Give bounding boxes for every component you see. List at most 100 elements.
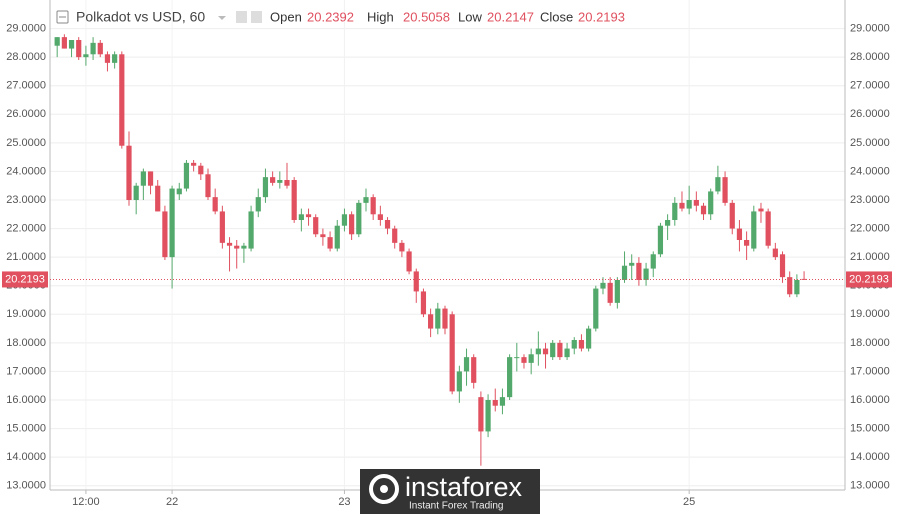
price-tag-bg (2, 271, 48, 288)
watermark-tagline: Instant Forex Trading (409, 501, 504, 512)
candle-body (636, 262, 642, 280)
candle-body (765, 211, 771, 246)
candle-body (657, 225, 664, 255)
candle-body (650, 254, 656, 269)
y-tick-label: 26.0000 (6, 108, 46, 120)
candle-body (571, 340, 577, 349)
open-label: Open (270, 9, 302, 24)
y-tick-label: 24.0000 (850, 165, 890, 177)
candle-body (507, 357, 513, 398)
candle-body (262, 177, 269, 198)
y-tick-label: 18.0000 (6, 337, 46, 349)
candle-body (614, 280, 620, 303)
candle-body (349, 214, 355, 235)
candle-body (104, 54, 111, 63)
y-tick-label: 19.0000 (850, 308, 890, 320)
candle-body (779, 254, 786, 278)
candle-body (413, 271, 419, 292)
candle-body (715, 177, 721, 192)
candle-body (521, 357, 527, 363)
candle-body (772, 248, 778, 258)
y-tick-label: 25.0000 (850, 137, 890, 149)
candle-body (126, 145, 132, 200)
candle-body (686, 200, 692, 209)
dropdown-icon[interactable] (218, 16, 226, 20)
x-tick-label: 25 (683, 496, 695, 508)
symbol-icon[interactable] (56, 10, 69, 24)
y-tick-label: 23.0000 (6, 194, 46, 206)
candle-body (693, 200, 699, 206)
candle-body (578, 340, 585, 349)
candle-body (665, 220, 671, 226)
candle-body (198, 165, 204, 175)
candle-body (478, 397, 484, 432)
header: Polkadot vs USD, 60 Open 20.2392 High 20… (56, 9, 625, 25)
chart-title: Polkadot vs USD, 60 (76, 9, 205, 25)
candle-body (291, 180, 297, 220)
price-tag-bg (846, 271, 892, 288)
candle-body (313, 217, 319, 235)
candle-body (428, 314, 434, 329)
price-tag: 20.2193 (849, 273, 889, 285)
y-tick-label: 27.0000 (6, 80, 46, 92)
candle-body (442, 308, 448, 329)
candle-body (643, 268, 649, 280)
candle-body (327, 237, 333, 249)
candle-body (133, 185, 139, 200)
candle-body (492, 400, 498, 406)
candle-body (514, 357, 520, 359)
candle-body (399, 242, 405, 252)
high-value: 20.5058 (403, 9, 450, 24)
candle-body (550, 342, 556, 358)
candle-body (435, 308, 441, 329)
candle-body (392, 228, 398, 243)
candle-body (600, 282, 606, 289)
watermark-brand: instaforex (405, 472, 523, 502)
y-tick-label: 14.0000 (6, 451, 46, 463)
candle-body (183, 162, 190, 189)
settings-icon[interactable] (236, 11, 247, 23)
candles (54, 34, 807, 466)
y-tick-label: 24.0000 (6, 165, 46, 177)
candle-body (334, 225, 340, 249)
candle-body (363, 197, 369, 203)
candle-body (801, 278, 807, 280)
y-tick-label: 28.0000 (850, 51, 890, 63)
candle-body (248, 211, 254, 249)
y-tick-label: 21.0000 (850, 251, 890, 263)
candle-body (384, 220, 391, 229)
high-label: High (367, 9, 394, 24)
candle-body (485, 400, 491, 432)
y-tick-label: 13.0000 (850, 480, 890, 492)
candle-body (593, 288, 599, 329)
x-tick-label: 23 (338, 496, 350, 508)
candle-body (234, 245, 240, 249)
y-tick-label: 27.0000 (850, 80, 890, 92)
watermark-logo (369, 474, 399, 504)
y-tick-label: 28.0000 (6, 51, 46, 63)
settings-icon[interactable] (251, 11, 262, 23)
candle-body (112, 54, 118, 63)
candle-body (97, 42, 103, 55)
candle-body (744, 240, 750, 246)
candle-body (284, 180, 290, 186)
candle-body (449, 314, 455, 392)
candle-body (140, 171, 146, 186)
candle-body (298, 214, 304, 220)
candle-body (542, 348, 549, 355)
candle-body (564, 348, 570, 358)
candle-body (528, 354, 534, 363)
candle-body (68, 40, 75, 49)
price-tag: 20.2193 (5, 273, 45, 285)
y-tick-label: 17.0000 (850, 365, 890, 377)
y-tick-label: 21.0000 (6, 251, 46, 263)
x-tick-label: 12:00 (72, 496, 100, 508)
candle-body (499, 397, 506, 406)
candle-body (794, 280, 800, 295)
candle-body (169, 188, 175, 258)
candle-body (607, 282, 613, 303)
candle-body (787, 277, 793, 295)
candle-body (61, 37, 67, 49)
candle-body (621, 265, 628, 280)
y-tick-label: 15.0000 (6, 422, 46, 434)
